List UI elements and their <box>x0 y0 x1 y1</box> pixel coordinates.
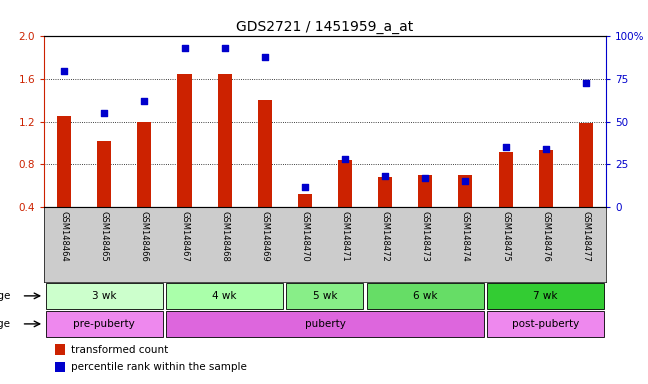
Bar <box>298 194 312 207</box>
Point <box>59 68 69 74</box>
Text: GSM148474: GSM148474 <box>461 211 470 262</box>
Text: pre-puberty: pre-puberty <box>73 319 135 329</box>
Text: 5 wk: 5 wk <box>313 291 337 301</box>
Point <box>581 79 591 86</box>
Bar <box>286 283 364 309</box>
Bar <box>579 123 593 207</box>
Bar <box>338 160 352 207</box>
Bar <box>458 175 472 207</box>
Bar <box>487 283 605 309</box>
Bar <box>487 311 605 337</box>
Bar <box>57 116 71 207</box>
Bar <box>55 344 65 355</box>
Point <box>340 156 350 162</box>
Point <box>260 54 270 60</box>
Text: GSM148472: GSM148472 <box>380 211 389 262</box>
Text: puberty: puberty <box>305 319 345 329</box>
Bar <box>55 362 65 372</box>
Bar <box>378 177 392 207</box>
Bar <box>367 283 484 309</box>
Point <box>300 184 310 190</box>
Text: transformed count: transformed count <box>71 345 168 355</box>
Text: percentile rank within the sample: percentile rank within the sample <box>71 362 247 372</box>
Bar <box>218 74 232 207</box>
Point <box>380 173 390 179</box>
Bar <box>97 141 111 207</box>
Point <box>460 178 470 184</box>
Bar <box>166 311 484 337</box>
Point <box>500 144 511 151</box>
Text: age: age <box>0 291 10 301</box>
Bar <box>137 122 152 207</box>
Point <box>540 146 551 152</box>
Text: GSM148477: GSM148477 <box>581 211 590 262</box>
Text: GSM148465: GSM148465 <box>100 211 109 262</box>
Text: 4 wk: 4 wk <box>213 291 237 301</box>
Title: GDS2721 / 1451959_a_at: GDS2721 / 1451959_a_at <box>237 20 413 34</box>
Text: GSM148468: GSM148468 <box>220 211 229 262</box>
Bar <box>45 311 163 337</box>
Text: 3 wk: 3 wk <box>92 291 117 301</box>
Text: GSM148469: GSM148469 <box>260 211 270 262</box>
Text: GSM148467: GSM148467 <box>180 211 189 262</box>
Bar <box>418 175 432 207</box>
Point <box>220 45 230 51</box>
Bar <box>498 152 513 207</box>
Point <box>179 45 190 51</box>
Text: 6 wk: 6 wk <box>413 291 437 301</box>
Text: GSM148473: GSM148473 <box>421 211 430 262</box>
Text: 7 wk: 7 wk <box>533 291 558 301</box>
Text: GSM148464: GSM148464 <box>60 211 69 262</box>
Point <box>139 98 150 104</box>
Bar <box>45 283 163 309</box>
Bar <box>538 151 553 207</box>
Bar <box>166 283 283 309</box>
Point <box>420 175 430 181</box>
Bar <box>178 74 192 207</box>
Text: GSM148466: GSM148466 <box>140 211 149 262</box>
Text: GSM148475: GSM148475 <box>501 211 510 262</box>
Text: GSM148471: GSM148471 <box>341 211 349 262</box>
Text: GSM148470: GSM148470 <box>301 211 309 262</box>
Bar <box>258 101 272 207</box>
Text: GSM148476: GSM148476 <box>541 211 550 262</box>
Point <box>99 110 110 116</box>
Text: development stage: development stage <box>0 319 10 329</box>
Text: post-puberty: post-puberty <box>512 319 579 329</box>
